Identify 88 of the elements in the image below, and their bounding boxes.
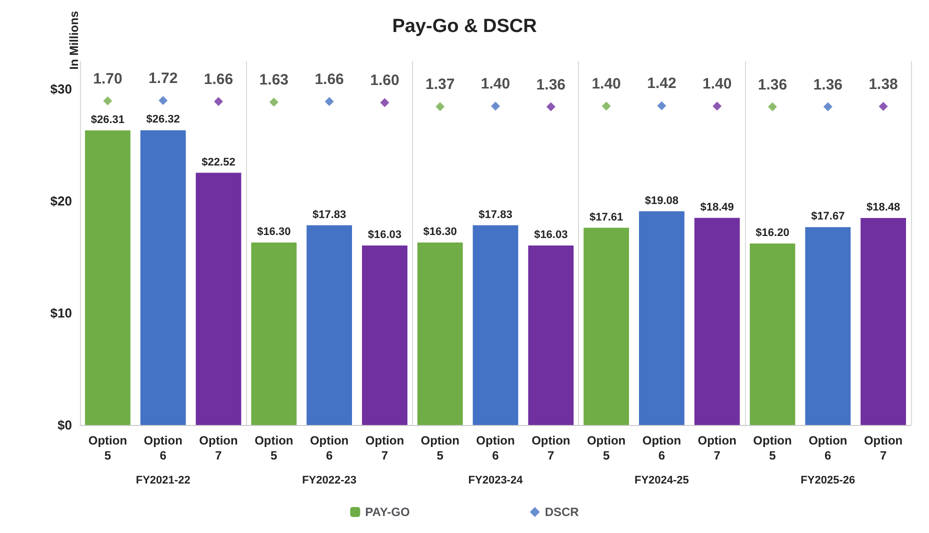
bar — [584, 228, 630, 425]
point — [712, 102, 722, 111]
x-tick-label: Option 7 — [698, 434, 736, 462]
point — [380, 98, 390, 108]
bar — [694, 218, 740, 425]
data-label: 1.40 — [592, 76, 621, 93]
x-tick-label: Option 6 — [144, 434, 182, 462]
bar — [196, 172, 242, 425]
data-label: $16.03 — [368, 228, 402, 241]
point — [768, 102, 777, 112]
bar — [805, 227, 851, 425]
x-tick-label: Option 5 — [420, 434, 460, 462]
bar — [638, 211, 684, 425]
point — [602, 102, 611, 111]
x-tick-label: Option 7 — [365, 434, 404, 462]
point — [324, 97, 334, 106]
bar — [528, 245, 574, 425]
bar — [84, 130, 130, 425]
data-label: $16.30 — [423, 226, 457, 238]
point — [214, 97, 223, 106]
data-label: $17.83 — [478, 208, 512, 221]
data-label: $17.67 — [811, 210, 845, 223]
point — [269, 98, 278, 107]
x-tick-label: Option 5 — [88, 434, 128, 462]
data-label: 1.63 — [259, 72, 288, 89]
bar — [750, 244, 796, 425]
data-label: 1.42 — [647, 75, 676, 92]
bar — [362, 245, 408, 425]
point — [491, 102, 500, 111]
x-tick-label: Option 5 — [254, 434, 294, 462]
data-label: $26.31 — [90, 114, 125, 126]
chart-title: Pay-Go & DSCR — [392, 16, 538, 37]
data-label: $18.48 — [866, 202, 900, 214]
data-label: 1.66 — [314, 71, 344, 88]
text: FY2024-25 — [634, 474, 689, 486]
point — [878, 102, 888, 111]
y-tick-label: $10 — [50, 306, 72, 320]
data-label: $26.32 — [146, 114, 180, 126]
data-label: 1.36 — [813, 76, 842, 94]
data-label: $22.52 — [202, 156, 236, 168]
x-tick-label: Option 5 — [753, 434, 792, 462]
data-label: 1.66 — [204, 71, 234, 88]
x-tick-label: Option 5 — [586, 434, 626, 462]
point — [158, 96, 168, 106]
x-tick-label: Option 6 — [642, 434, 682, 462]
bar — [251, 242, 297, 425]
text: FY2023-24 — [468, 474, 524, 486]
data-label: 1.38 — [868, 76, 898, 93]
y-axis-title: In Millions — [67, 10, 81, 70]
legend-label: DSCR — [544, 505, 580, 519]
data-label: $18.49 — [700, 201, 734, 214]
point — [657, 101, 666, 110]
data-label: $17.61 — [589, 211, 624, 224]
data-label: $16.30 — [257, 226, 291, 238]
data-label: 1.36 — [536, 76, 566, 94]
point — [823, 102, 832, 112]
point — [103, 96, 112, 106]
data-label: $16.20 — [756, 227, 790, 240]
bar — [306, 225, 352, 425]
y-tick-label: $0 — [58, 418, 72, 432]
data-label: $17.83 — [312, 208, 346, 221]
data-label: $16.03 — [534, 228, 568, 241]
point — [436, 102, 445, 112]
data-label: 1.36 — [758, 76, 788, 94]
bar — [417, 242, 463, 425]
data-label: $19.08 — [644, 194, 679, 207]
text: FY2025-26 — [800, 474, 856, 486]
bar — [472, 225, 518, 425]
data-label: 1.60 — [370, 72, 400, 90]
x-tick-label: Option 7 — [199, 434, 238, 462]
x-tick-label: Option 6 — [476, 434, 515, 462]
x-tick-label: Option 6 — [808, 434, 848, 462]
data-label: 1.72 — [148, 70, 178, 88]
bar — [140, 130, 186, 425]
x-tick-label: Option 6 — [310, 434, 349, 462]
text: FY2021-22 — [136, 474, 190, 486]
legend-label: PAY-GO — [365, 505, 410, 519]
y-tick-label: $30 — [50, 82, 72, 96]
text: FY2022-23 — [302, 474, 357, 486]
point — [546, 102, 556, 112]
x-tick-label: Option 7 — [532, 434, 570, 462]
data-label: 1.70 — [93, 70, 122, 88]
data-label: 1.40 — [480, 76, 510, 93]
x-tick-label: Option 7 — [864, 434, 903, 462]
data-label: 1.40 — [702, 76, 732, 93]
data-label: 1.37 — [426, 76, 455, 94]
bar — [860, 218, 906, 425]
y-tick-label: $20 — [50, 194, 72, 208]
